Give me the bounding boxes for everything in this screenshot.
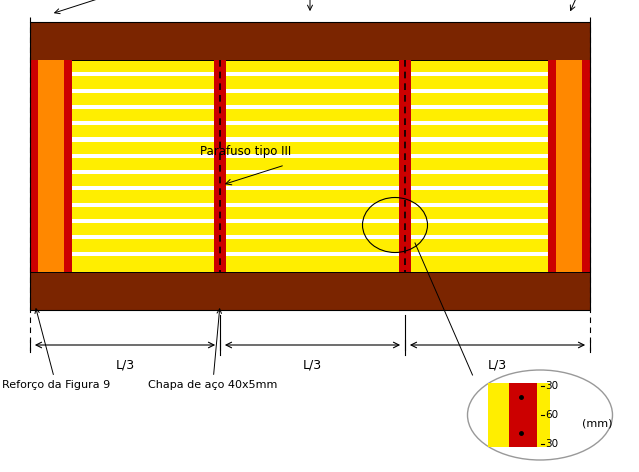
Bar: [30, 137, 590, 142]
Bar: [582, 60, 590, 272]
Text: 30: 30: [546, 381, 558, 391]
Text: L/3: L/3: [116, 359, 135, 372]
Bar: [30, 236, 590, 239]
Bar: [30, 154, 590, 158]
Bar: [30, 60, 38, 272]
Bar: [30, 22, 590, 310]
Bar: [399, 60, 411, 272]
Bar: [488, 383, 550, 447]
Text: Viga: Viga: [55, 0, 169, 14]
Bar: [30, 219, 590, 223]
Text: Reforço da Figura 9: Reforço da Figura 9: [2, 309, 111, 390]
Ellipse shape: [468, 370, 613, 460]
Bar: [30, 89, 590, 93]
Bar: [30, 72, 590, 76]
Bar: [214, 60, 226, 272]
Bar: [64, 60, 72, 272]
Text: 60: 60: [546, 410, 558, 420]
Text: 30: 30: [546, 439, 558, 449]
Bar: [30, 186, 590, 191]
Bar: [30, 105, 590, 109]
Bar: [30, 170, 590, 174]
Text: Madre: Madre: [564, 0, 604, 10]
Text: (mm): (mm): [582, 418, 613, 428]
Bar: [30, 272, 590, 310]
Text: Chapa de aço 40x5mm: Chapa de aço 40x5mm: [148, 309, 277, 390]
Bar: [30, 252, 590, 256]
Text: Parafuso tipo III: Parafuso tipo III: [200, 145, 291, 158]
Text: Tábua do réguado: Tábua do réguado: [254, 0, 366, 10]
Bar: [548, 60, 556, 272]
Bar: [30, 202, 590, 207]
Text: L/3: L/3: [488, 359, 507, 372]
Bar: [509, 383, 537, 447]
Bar: [38, 60, 64, 272]
Bar: [30, 22, 590, 60]
Bar: [30, 60, 590, 272]
Bar: [556, 60, 582, 272]
Text: L/3: L/3: [303, 359, 322, 372]
Bar: [30, 121, 590, 125]
